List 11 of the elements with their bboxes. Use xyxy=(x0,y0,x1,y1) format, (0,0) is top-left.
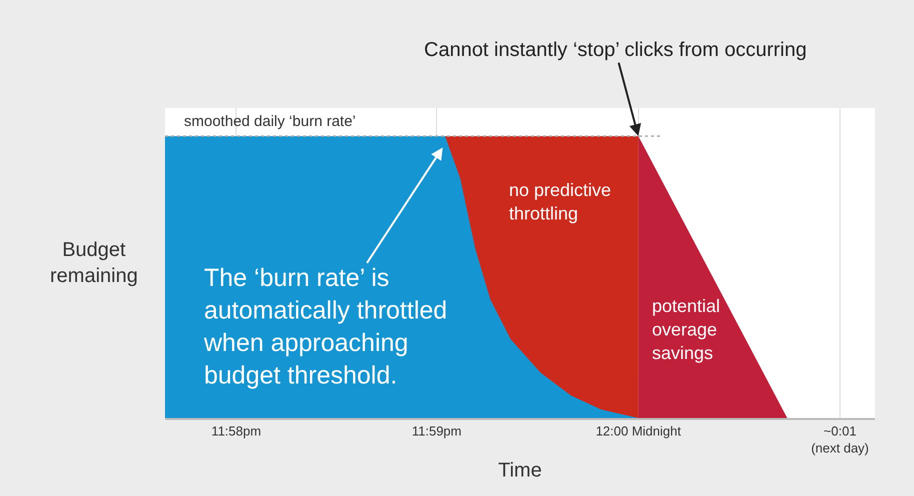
y-axis-title: Budget remaining xyxy=(50,239,138,287)
x-axis-title: Time xyxy=(498,460,542,482)
x-tick-label: ~0:01 (next day) xyxy=(811,424,869,456)
annotation: potential overage savings xyxy=(652,296,720,363)
annotation: The ‘burn rate’ is automatically throttled when approaching budget threshold. xyxy=(203,264,448,390)
ref-line-label: smoothed daily ‘burn rate’ xyxy=(184,113,356,130)
x-tick-label: 12:00 Midnight xyxy=(596,424,682,439)
x-tick-label: 11:58pm xyxy=(211,424,262,439)
annotation: Cannot instantly ‘stop’ clicks from occurring xyxy=(424,39,807,61)
annotation: no predictive throttling xyxy=(509,180,612,224)
x-tick-label: 11:59pm xyxy=(412,424,462,439)
